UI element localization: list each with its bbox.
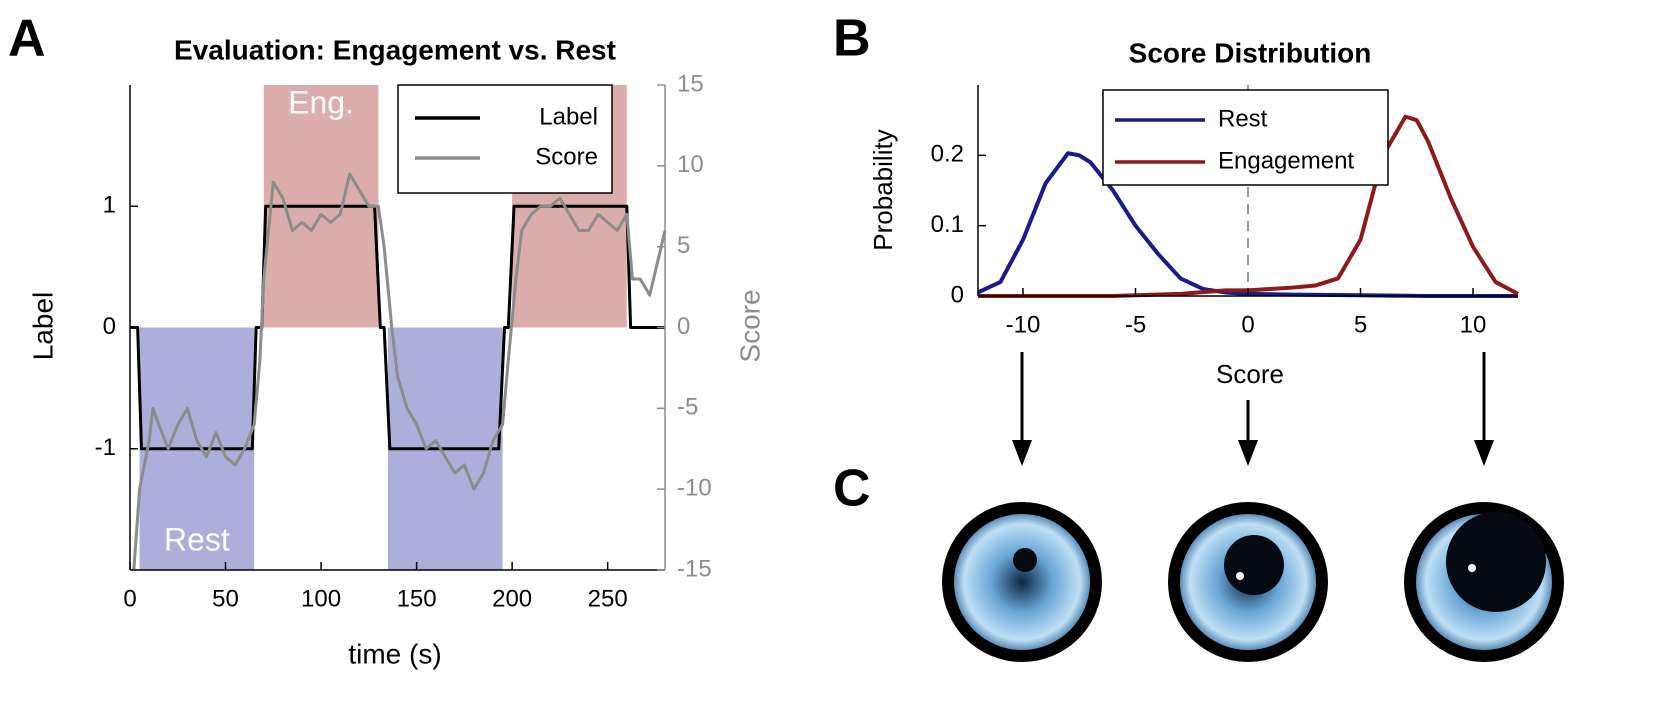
x-axis-label: Score — [1216, 359, 1284, 389]
data-line — [130, 204, 665, 451]
y-tick-label: 1 — [103, 192, 116, 219]
data-line — [978, 114, 1519, 298]
chart-title: Evaluation: Engagement vs. Rest — [174, 34, 616, 65]
x-axis-label: time (s) — [348, 638, 441, 669]
y2-tick-label: -15 — [677, 555, 712, 582]
legend-label: Score — [535, 143, 598, 170]
eye-images — [942, 502, 1564, 662]
y2-tick-label: 0 — [677, 313, 690, 340]
y2-tick-label: 5 — [677, 232, 690, 259]
x-tick-label: 200 — [492, 585, 532, 612]
x-tick-label: 10 — [1460, 311, 1487, 338]
y-axis-label: Probability — [868, 129, 898, 250]
x-tick-label: 5 — [1354, 311, 1367, 338]
y-tick-label: 0 — [951, 281, 964, 308]
y2-tick-label: -10 — [677, 475, 712, 502]
y2-tick-label: 15 — [677, 70, 704, 97]
panel-label: C — [833, 460, 871, 518]
x-tick-label: -5 — [1125, 311, 1146, 338]
y-tick-label: 0.2 — [931, 141, 964, 168]
panel-label: B — [833, 10, 871, 68]
region-label: Eng. — [288, 84, 354, 120]
legend-label: Rest — [1218, 105, 1268, 132]
x-tick-label: 150 — [397, 585, 437, 612]
arrows — [1012, 352, 1494, 466]
y2-axis-label: Score — [734, 289, 765, 362]
x-tick-label: -10 — [1006, 311, 1041, 338]
legend-box — [1102, 89, 1389, 186]
y2-tick-label: 10 — [677, 151, 704, 178]
chart-title: Score Distribution — [1129, 37, 1372, 68]
x-tick-label: 0 — [123, 585, 136, 612]
legend-label: Engagement — [1218, 147, 1354, 174]
data-line — [132, 172, 667, 571]
y-tick-label: -1 — [95, 434, 116, 461]
x-tick-label: 0 — [1241, 311, 1254, 338]
panel-label: A — [8, 10, 46, 68]
y2-tick-label: -5 — [677, 394, 698, 421]
region-label: Rest — [164, 521, 230, 557]
y-tick-label: 0 — [103, 313, 116, 340]
data-line — [977, 151, 1518, 298]
legend-label: Label — [539, 103, 598, 130]
y-tick-label: 0.1 — [931, 211, 964, 238]
y-axis-label: Label — [27, 292, 58, 361]
legend-box — [397, 84, 613, 194]
x-tick-label: 100 — [301, 585, 341, 612]
x-tick-label: 250 — [588, 585, 628, 612]
x-tick-label: 50 — [212, 585, 239, 612]
